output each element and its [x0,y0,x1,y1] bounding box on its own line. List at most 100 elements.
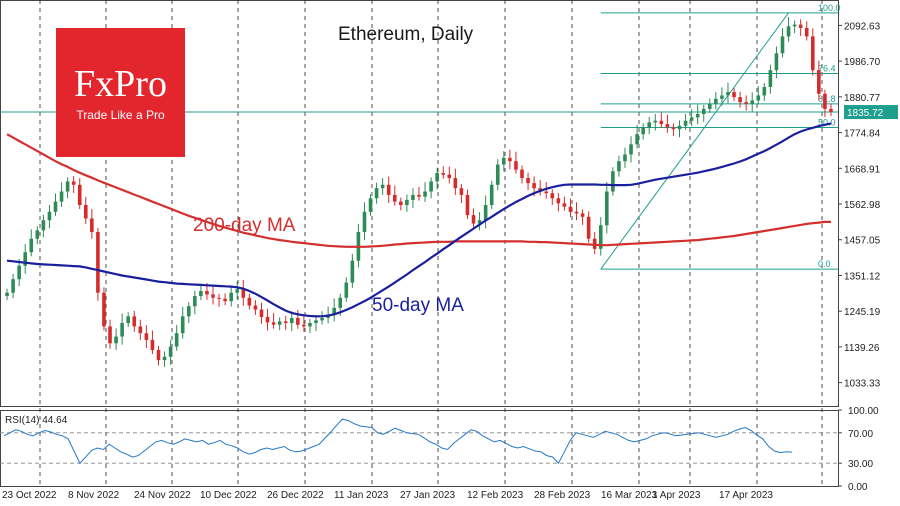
candle-body [156,350,161,361]
candle-body [399,201,403,206]
candle-body [774,53,779,71]
candle-body [90,218,94,232]
candle-body [114,336,118,344]
candle-body [320,317,324,321]
candle-body [23,252,28,266]
candle-body [223,298,227,302]
rsi-tick-label: 100.00 [848,406,879,417]
x-tick-label: 16 Mar 2023 [601,490,658,501]
candle-body [302,324,306,327]
candle-body [695,113,700,118]
y-tick-label: 1562.98 [844,200,881,211]
x-tick-label: 12 Feb 2023 [467,490,524,501]
y-tick-label: 1668.91 [844,164,881,175]
candle-body [792,24,797,27]
candle-body [732,92,736,98]
candle-body [380,184,385,189]
ma-200-line [6,133,831,248]
y-tick-label: 1245.19 [844,307,881,318]
candle-body [314,320,318,324]
candle-body [720,95,724,99]
y-tick-label: 1033.33 [844,379,881,390]
candle-body [259,309,264,317]
candle-body [405,199,409,206]
candle-body [392,194,397,202]
y-tick-label: 1986.70 [844,57,881,68]
candle-body [744,102,748,104]
candle-body [532,183,536,189]
candle-body [71,181,76,185]
candle-body [544,191,549,194]
x-tick-label: 28 Feb 2023 [534,490,591,501]
candle-body [386,184,391,195]
candle-body [199,291,203,297]
fxpro-logo: FxPro Trade Like a Pro [56,28,185,157]
x-tick-label: 24 Nov 2022 [134,490,191,501]
candle-body [477,220,482,224]
candle-body [495,164,500,185]
logo-tagline: Trade Like a Pro [76,108,165,122]
candle-body [65,181,70,192]
candle-body [762,87,767,96]
candle-body [5,292,9,297]
candle-body [29,238,34,253]
candle-body [726,92,730,96]
candle-body [677,125,682,130]
candle-body [665,124,670,128]
x-tick-label: 23 Oct 2022 [2,490,57,501]
candle-body [786,26,791,37]
fib-level-label: 50.0 [818,117,836,127]
candle-body [701,108,706,114]
x-tick-label: 26 Dec 2022 [267,490,324,501]
candle-body [229,292,233,302]
candle-body [17,265,21,280]
logo-brand-name: FxPro [74,63,167,105]
candle-body [798,24,803,28]
candle-body [574,211,579,214]
candle-body [235,289,240,293]
candle-body [580,213,585,217]
candle-body [502,157,506,165]
candle-body [350,260,355,283]
candle-body [471,215,476,224]
candle-body [411,194,415,200]
candle-body [138,326,143,334]
y-tick-label: 1880.77 [844,93,881,104]
y-tick-label: 2092.63 [844,21,881,32]
candle-body [211,294,215,298]
candle-body [514,161,518,170]
candle-body [629,144,633,155]
x-tick-label: 27 Jan 2023 [400,490,455,501]
candle-body [659,120,664,125]
candle-body [35,230,40,239]
candle-body [714,98,718,104]
candle-body [683,120,688,126]
candle-body [508,157,512,162]
candle-body [47,211,52,221]
candle-body [271,322,276,325]
candle-body [241,289,246,298]
rsi-title: RSI(14) 44.64 [5,415,68,426]
candle-body [144,333,149,340]
candle-body [453,178,458,189]
candle-body [289,317,294,324]
candle-body [53,201,58,212]
candle-body [180,316,185,334]
candle-body [810,36,815,71]
candle-body [689,117,694,121]
candle-body [150,339,155,351]
candle-body [617,161,621,172]
y-tick-label: 1774.84 [844,129,881,140]
candle-body [126,316,130,324]
rsi-tick-label: 0.00 [848,482,868,493]
candle-body [277,321,282,325]
candle-body [186,306,191,317]
main-panel-frame [0,0,839,407]
candle-body [59,191,64,202]
candle-body [162,356,167,361]
candle-body [708,103,712,109]
ma-200-label: 200-day MA [193,215,296,236]
candle-body [253,305,258,310]
candle-body [738,97,742,103]
candle-body [332,307,336,315]
